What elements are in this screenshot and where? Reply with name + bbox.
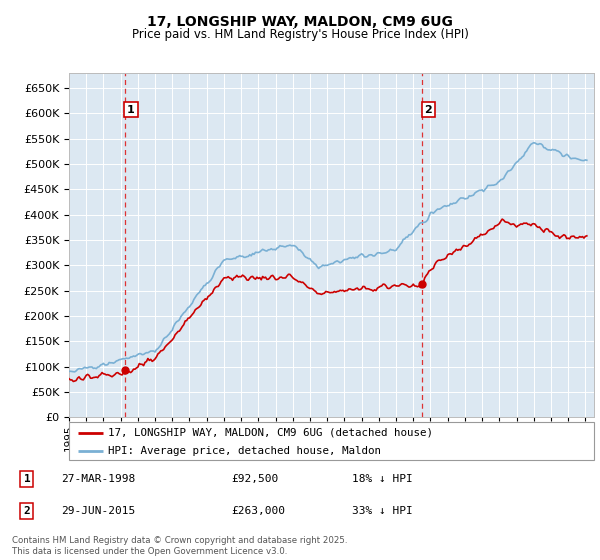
Text: 1: 1 [23,474,30,484]
Text: £92,500: £92,500 [231,474,278,484]
Text: HPI: Average price, detached house, Maldon: HPI: Average price, detached house, Mald… [109,446,382,456]
Text: £263,000: £263,000 [231,506,285,516]
Text: 27-MAR-1998: 27-MAR-1998 [61,474,135,484]
Text: 18% ↓ HPI: 18% ↓ HPI [352,474,413,484]
Text: 17, LONGSHIP WAY, MALDON, CM9 6UG (detached house): 17, LONGSHIP WAY, MALDON, CM9 6UG (detac… [109,427,433,437]
Text: 2: 2 [23,506,30,516]
Text: 2: 2 [424,105,432,115]
FancyBboxPatch shape [69,422,594,460]
Text: 33% ↓ HPI: 33% ↓ HPI [352,506,413,516]
Text: 1: 1 [127,105,135,115]
Text: Contains HM Land Registry data © Crown copyright and database right 2025.
This d: Contains HM Land Registry data © Crown c… [12,536,347,556]
Text: 17, LONGSHIP WAY, MALDON, CM9 6UG: 17, LONGSHIP WAY, MALDON, CM9 6UG [147,15,453,29]
Text: Price paid vs. HM Land Registry's House Price Index (HPI): Price paid vs. HM Land Registry's House … [131,28,469,41]
Text: 29-JUN-2015: 29-JUN-2015 [61,506,135,516]
